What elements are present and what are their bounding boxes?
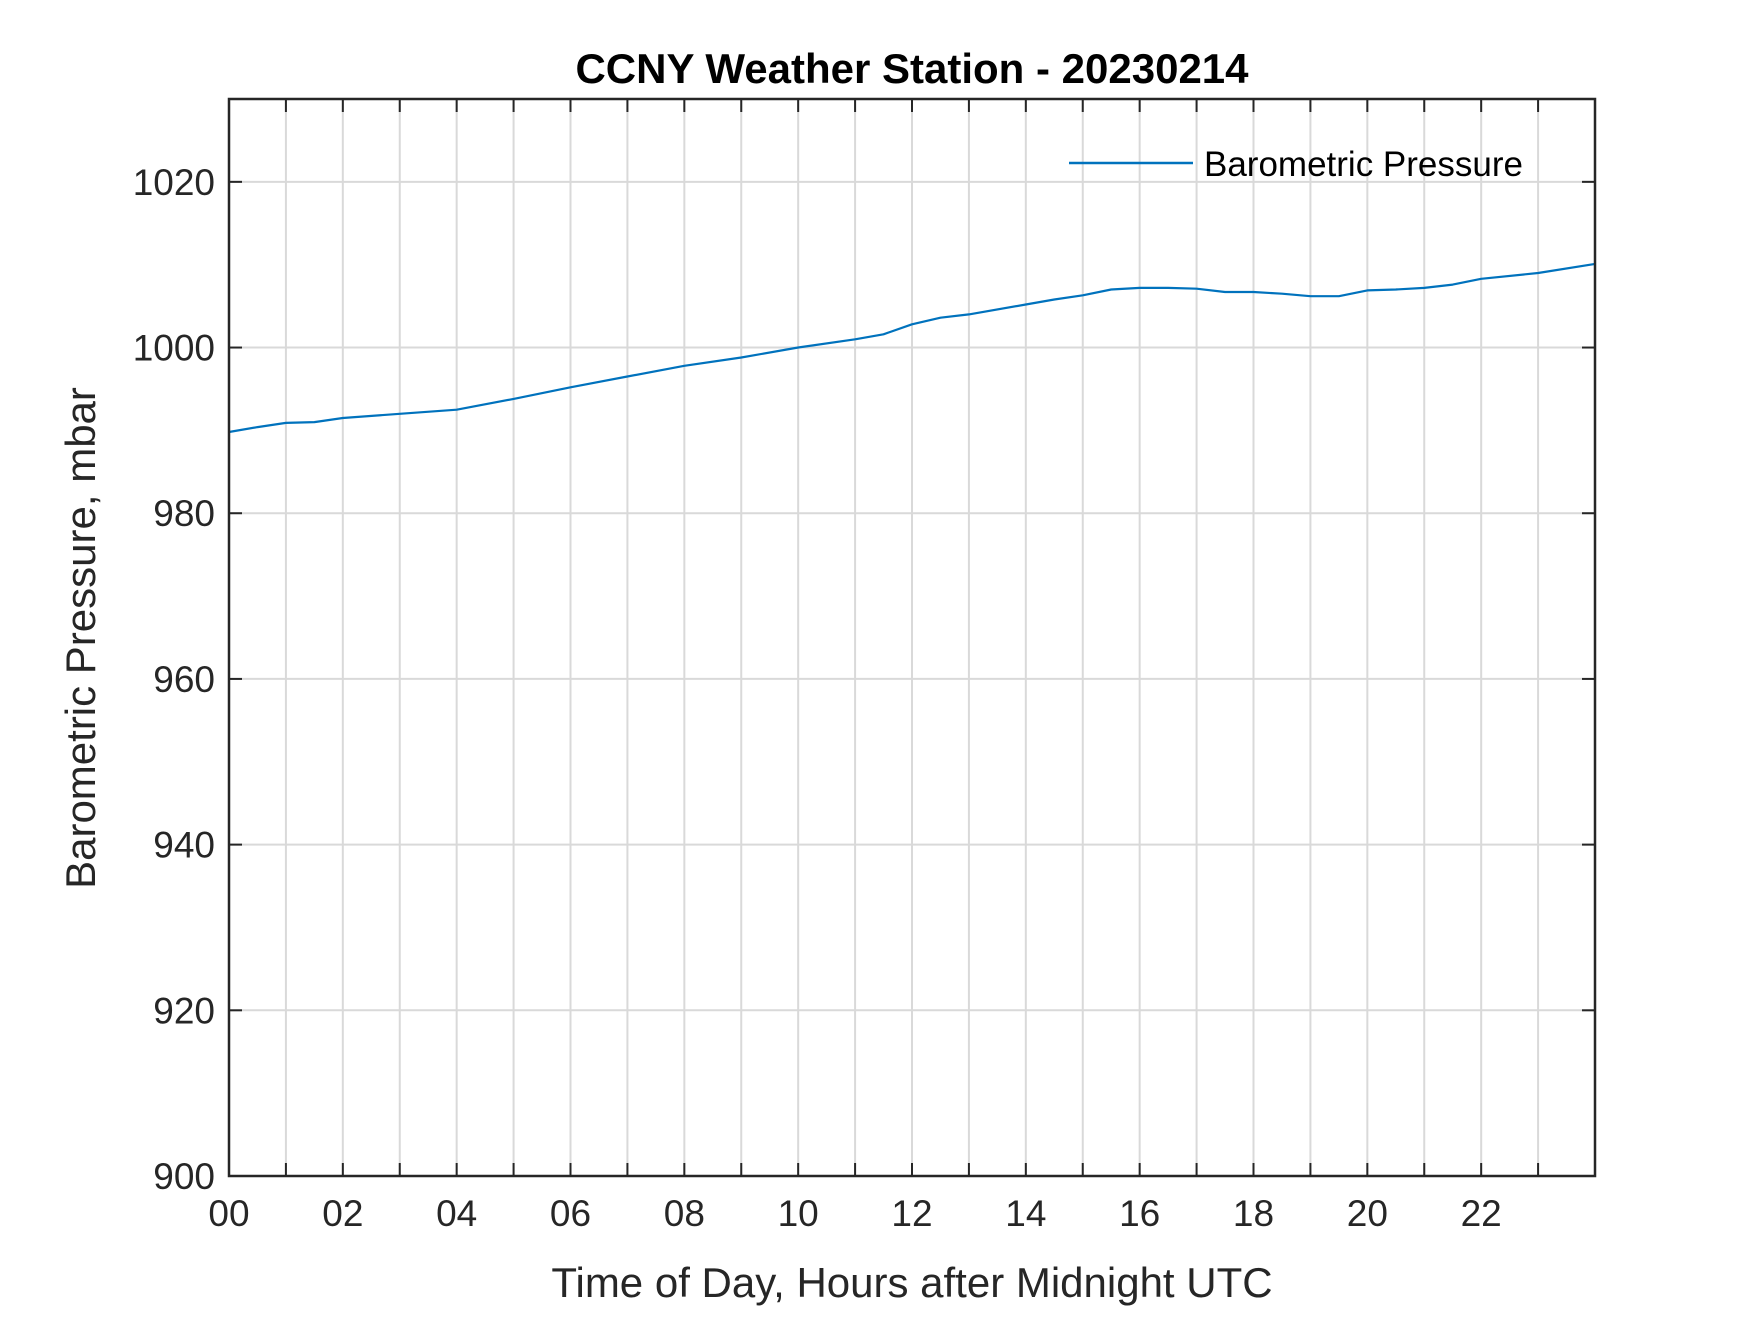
legend-entry-barometric-pressure: Barometric Pressure bbox=[1204, 145, 1523, 184]
x-tick-label-4: 04 bbox=[436, 1193, 477, 1234]
x-tick-label-14: 14 bbox=[1005, 1193, 1046, 1234]
y-tick-label-920: 920 bbox=[153, 990, 215, 1031]
y-tick-label-900: 900 bbox=[153, 1156, 215, 1197]
y-tick-label-1020: 1020 bbox=[133, 162, 215, 203]
x-tick-label-12: 12 bbox=[891, 1193, 932, 1234]
x-tick-label-18: 18 bbox=[1233, 1193, 1274, 1234]
x-tick-label-16: 16 bbox=[1119, 1193, 1160, 1234]
chart-title: CCNY Weather Station - 20230214 bbox=[575, 45, 1249, 92]
x-tick-label-8: 08 bbox=[664, 1193, 705, 1234]
data-layer bbox=[228, 262, 1596, 434]
x-tick-label-20: 20 bbox=[1347, 1193, 1388, 1234]
x-axis-label: Time of Day, Hours after Midnight UTC bbox=[551, 1259, 1272, 1306]
y-tick-label-960: 960 bbox=[153, 659, 215, 700]
axes-box bbox=[227, 97, 1597, 1178]
tick-layer: 00 02 04 06 08 10 12 14 16 18 20 22 900 920 940 960 980 1… bbox=[133, 99, 1595, 1234]
y-tick-label-980: 980 bbox=[153, 493, 215, 534]
x-tick-label-2: 02 bbox=[322, 1193, 363, 1234]
x-tick-label-10: 10 bbox=[778, 1193, 819, 1234]
x-tick-label-0: 00 bbox=[208, 1193, 249, 1234]
legend: Barometric Pressure bbox=[1069, 145, 1523, 184]
y-tick-label-940: 940 bbox=[153, 825, 215, 866]
y-tick-label-1000: 1000 bbox=[133, 328, 215, 369]
x-tick-label-6: 06 bbox=[550, 1193, 591, 1234]
x-tick-label-22: 22 bbox=[1461, 1193, 1502, 1234]
series-line-barometric-pressure bbox=[228, 262, 1596, 434]
y-axis-label: Barometric Pressure, mbar bbox=[57, 387, 104, 889]
